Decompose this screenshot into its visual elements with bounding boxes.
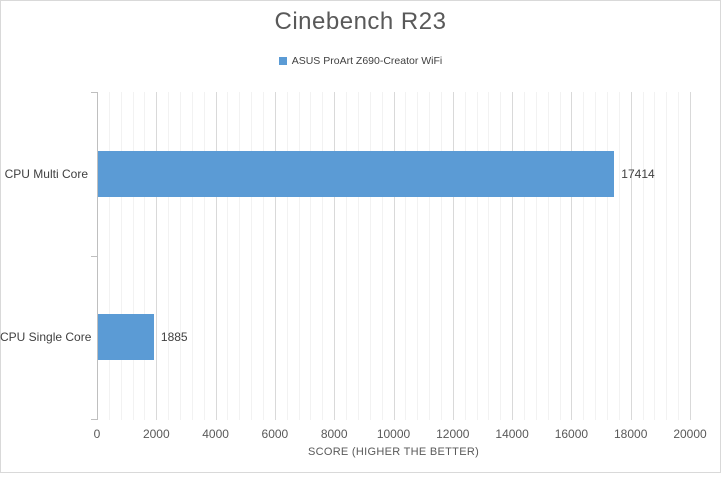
major-gridline xyxy=(156,92,158,420)
x-tick-label: 0 xyxy=(93,427,101,441)
x-tick-label: 14000 xyxy=(495,427,529,441)
major-gridline xyxy=(393,92,395,420)
minor-gridline xyxy=(239,92,241,420)
x-tick-label: 4000 xyxy=(202,427,229,441)
minor-gridline xyxy=(203,92,205,420)
minor-gridline xyxy=(405,92,407,420)
minor-gridline xyxy=(263,92,265,420)
minor-gridline xyxy=(310,92,312,420)
minor-gridline xyxy=(180,92,182,420)
minor-gridline xyxy=(654,92,656,420)
minor-gridline xyxy=(464,92,466,420)
minor-gridline xyxy=(488,92,490,420)
minor-gridline xyxy=(346,92,348,420)
x-tick-label: 2000 xyxy=(142,427,170,441)
x-axis-title: SCORE (HIGHER THE BETTER) xyxy=(307,446,480,458)
minor-gridline xyxy=(357,92,359,420)
minor-gridline xyxy=(191,92,193,420)
minor-gridline xyxy=(429,92,431,420)
bar-cpu-multi-core xyxy=(98,150,615,197)
x-tick-label: 16000 xyxy=(554,427,589,441)
major-gridline xyxy=(215,92,217,420)
minor-gridline xyxy=(227,92,229,420)
minor-gridline xyxy=(547,92,549,420)
category-axis-line xyxy=(97,92,98,420)
category-axis-tick xyxy=(91,255,97,257)
x-tick-label: 12000 xyxy=(436,427,470,441)
x-tick-label: 6000 xyxy=(261,427,289,441)
category-axis-tick xyxy=(91,419,97,420)
legend-label: ASUS ProArt Z690-Creator WiFi xyxy=(291,55,443,67)
major-gridline xyxy=(571,92,573,420)
minor-gridline xyxy=(618,92,620,420)
value-label: 1885 xyxy=(160,330,188,345)
x-tick-label: 10000 xyxy=(376,427,411,441)
minor-gridline xyxy=(535,92,537,420)
chart-title: Cinebench R23 xyxy=(274,8,447,35)
major-gridline xyxy=(274,92,276,420)
category-axis-tick xyxy=(91,92,97,93)
minor-gridline xyxy=(168,92,170,420)
minor-gridline xyxy=(678,92,680,420)
minor-gridline xyxy=(251,92,253,420)
minor-gridline xyxy=(642,92,644,420)
minor-gridline xyxy=(286,92,288,420)
minor-gridline xyxy=(381,92,383,420)
minor-gridline xyxy=(369,92,371,420)
category-label: CPU Single Core xyxy=(0,330,92,345)
legend: ASUS ProArt Z690-Creator WiFi xyxy=(0,55,721,67)
bar-cpu-single-core xyxy=(98,314,154,361)
major-gridline xyxy=(512,92,514,420)
minor-gridline xyxy=(500,92,502,420)
value-label: 17414 xyxy=(621,166,655,181)
plot-area: 17414 1885 xyxy=(91,92,691,420)
legend-swatch-icon xyxy=(278,57,287,65)
major-gridline xyxy=(690,92,691,420)
x-tick-label: 18000 xyxy=(614,427,648,441)
minor-gridline xyxy=(144,92,146,420)
minor-gridline xyxy=(666,92,668,420)
minor-gridline xyxy=(606,92,608,420)
major-gridline xyxy=(630,92,632,420)
minor-gridline xyxy=(523,92,525,420)
minor-gridline xyxy=(322,92,324,420)
minor-gridline xyxy=(298,92,300,420)
major-gridline xyxy=(334,92,336,420)
minor-gridline xyxy=(417,92,419,420)
minor-gridline xyxy=(440,92,442,420)
x-tick-label: 20000 xyxy=(673,427,707,441)
minor-gridline xyxy=(559,92,561,420)
minor-gridline xyxy=(476,92,478,420)
x-tick-label: 8000 xyxy=(320,427,348,441)
minor-gridline xyxy=(583,92,585,420)
minor-gridline xyxy=(595,92,597,420)
minor-gridline xyxy=(132,92,134,420)
minor-gridline xyxy=(120,92,122,420)
category-label: CPU Multi Core xyxy=(4,166,88,181)
major-gridline xyxy=(452,92,454,420)
minor-gridline xyxy=(108,92,110,420)
